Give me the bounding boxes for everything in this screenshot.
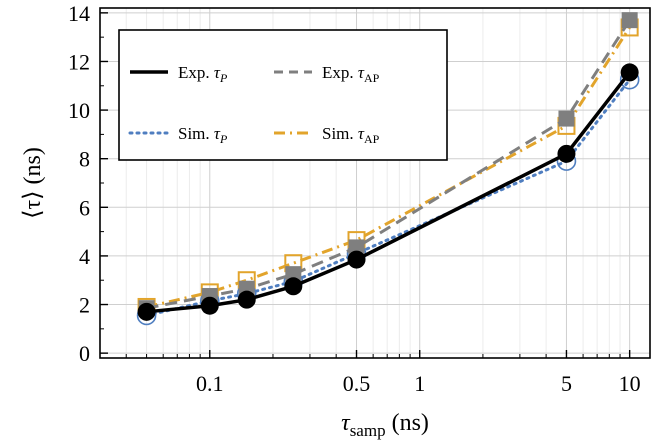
- x-tick-label: 5: [561, 371, 572, 396]
- y-tick-label: 0: [79, 341, 90, 366]
- x-tick-label: 0.1: [196, 371, 224, 396]
- legend-label: Sim. τAP: [322, 124, 380, 146]
- legend: Exp. τP Exp. τAP Sim. τP Sim. τAP: [118, 29, 448, 161]
- y-tick-label: 4: [79, 244, 90, 269]
- data-point: [200, 296, 219, 315]
- x-axis-label-symbol: τ: [341, 410, 351, 436]
- x-axis-label-unit: (ns): [386, 410, 429, 436]
- series-0: [137, 63, 639, 321]
- legend-label: Sim. τP: [178, 124, 228, 146]
- data-point: [558, 110, 575, 127]
- x-tick-label: 0.5: [343, 371, 371, 396]
- y-tick-label: 2: [79, 293, 90, 318]
- data-point: [557, 144, 576, 163]
- legend-box: [118, 29, 448, 161]
- y-tick-label: 12: [68, 49, 90, 74]
- y-axis-label: ⟨τ⟩ (ns): [20, 147, 46, 219]
- y-tick-label: 8: [79, 147, 90, 172]
- data-point: [137, 302, 156, 321]
- x-tick-label: 10: [619, 371, 641, 396]
- legend-label: Exp. τP: [178, 63, 228, 85]
- y-tick-label: 10: [68, 98, 90, 123]
- data-point: [285, 266, 302, 283]
- data-point: [284, 277, 303, 296]
- x-tick-label: 1: [414, 371, 425, 396]
- series-layer: [136, 12, 640, 326]
- data-point: [621, 12, 638, 29]
- legend-label: Exp. τAP: [322, 63, 380, 85]
- data-point: [620, 63, 639, 82]
- x-axis-label: τsamp (ns): [341, 410, 429, 440]
- x-axis-label-subscript: samp: [350, 421, 386, 440]
- tick-layer: 0.1 0.5 1 5 10 0 2 4 6 8 10 12 14: [68, 1, 641, 396]
- y-tick-label: 6: [79, 195, 90, 220]
- data-point: [237, 290, 256, 309]
- data-point: [348, 239, 365, 256]
- y-tick-label: 14: [68, 1, 90, 26]
- data-point: [347, 250, 366, 269]
